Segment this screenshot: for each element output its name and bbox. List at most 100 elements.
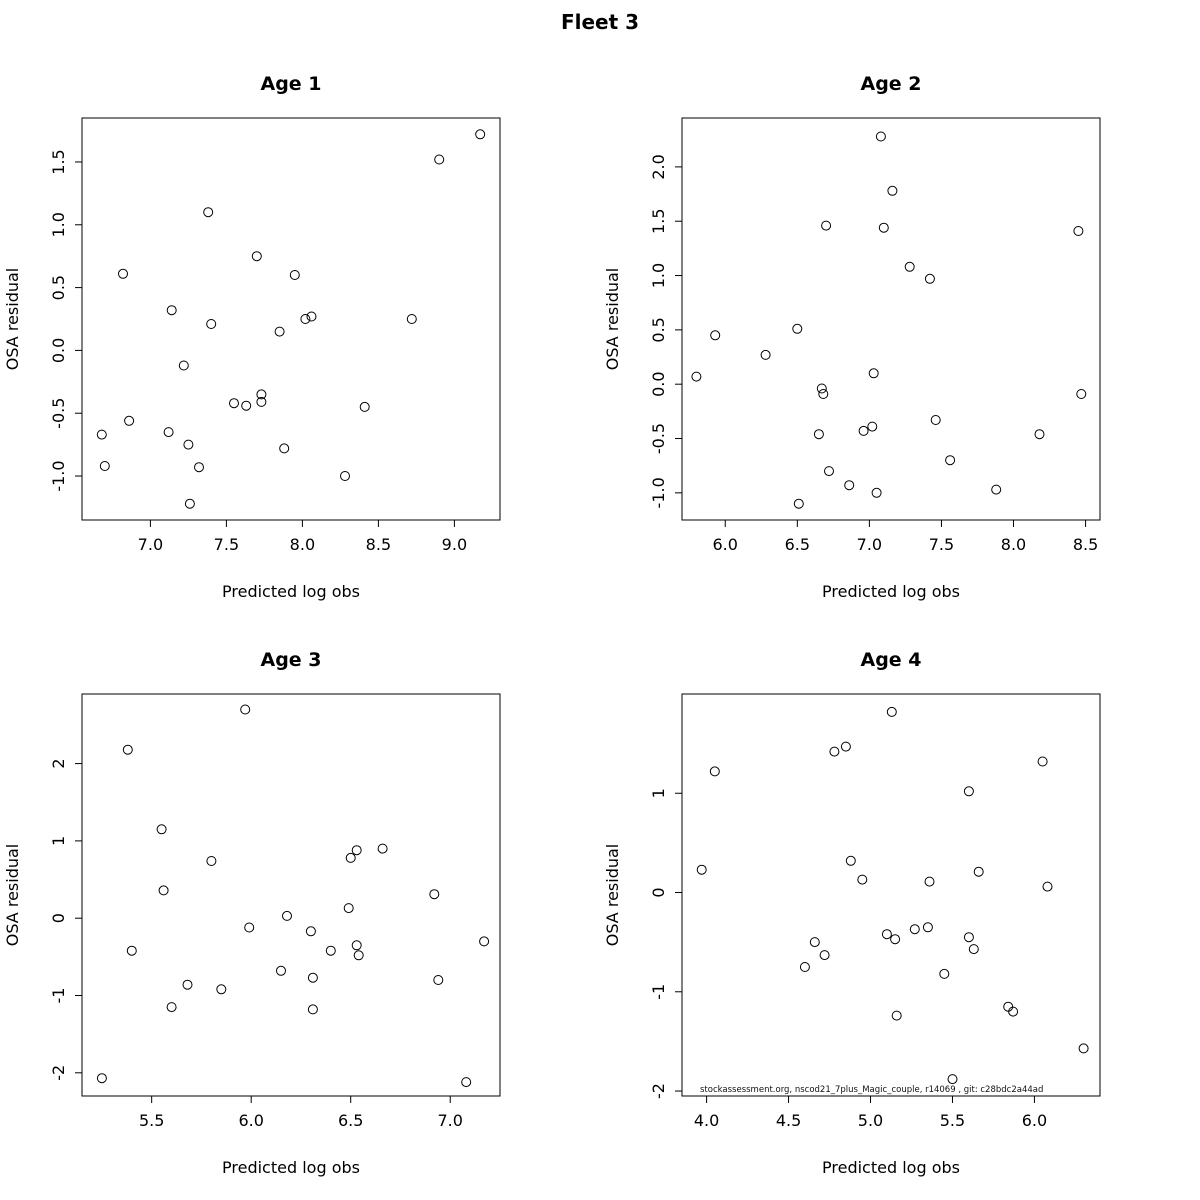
plot-title: Age 3 (260, 649, 321, 671)
data-point (359, 401, 370, 412)
data-point (203, 207, 214, 218)
data-point (307, 1004, 318, 1015)
data-point (947, 1074, 958, 1085)
data-point (305, 926, 316, 937)
data-point (829, 746, 840, 757)
data-point (924, 876, 935, 887)
y-tick-label: 0 (649, 887, 668, 897)
data-point (963, 932, 974, 943)
x-tick-label: 8.5 (366, 535, 391, 554)
data-point (182, 979, 193, 990)
plot-box (81, 117, 501, 521)
data-point (939, 968, 950, 979)
y-tick-label: -1 (649, 984, 668, 1000)
data-point (434, 154, 445, 165)
data-point (809, 937, 820, 948)
data-point (991, 484, 1002, 495)
data-point (377, 843, 388, 854)
data-point (867, 421, 878, 432)
y-tick-label: 0.5 (49, 275, 68, 300)
y-tick-label: -0.5 (649, 423, 668, 454)
data-point (158, 885, 169, 896)
data-point (1042, 881, 1053, 892)
data-point (890, 934, 901, 945)
data-point (325, 945, 336, 956)
data-point (973, 866, 984, 877)
data-point (300, 314, 311, 324)
data-point (875, 131, 886, 142)
data-point (351, 845, 362, 856)
data-point (930, 415, 941, 425)
y-tick-label: -2 (649, 1083, 668, 1099)
x-tick-label: 6.0 (713, 535, 738, 554)
y-tick-label: -1.0 (649, 477, 668, 508)
data-point (475, 129, 486, 140)
plot-age-4: Age 4 4.0 4.5 5.0 5.5 6.0 -2 -1 0 1 Predicted log … (603, 649, 1101, 1177)
data-point (178, 360, 189, 371)
y-axis-label: OSA residual (3, 268, 22, 370)
plot-title: Age 1 (260, 73, 321, 95)
data-point (343, 903, 354, 914)
plot-title: Age 4 (860, 649, 921, 671)
data-point (886, 706, 897, 717)
data-point (1034, 429, 1045, 440)
data-point (793, 498, 804, 509)
data-point (710, 330, 721, 341)
x-axis-label: Predicted log obs (822, 582, 960, 601)
data-point (156, 824, 167, 835)
data-point (1037, 756, 1048, 767)
plot-age-2: Age 2 6.0 6.5 7.0 7.5 8.0 8.5 -1.0 -0.5 0.0 0.5 1.0… (603, 73, 1101, 601)
data-point (881, 929, 892, 940)
data-point (429, 889, 440, 900)
data-point (968, 944, 979, 955)
plot-age-3: Age 3 5.5 6.0 6.5 7.0 -2 -1 0 1 2 Predicted log ob… (3, 649, 501, 1177)
y-tick-label: -0.5 (49, 398, 68, 429)
y-tick-label: 0.0 (49, 338, 68, 363)
plot-box (681, 693, 1101, 1097)
data-point (878, 222, 889, 233)
data-point (206, 856, 217, 866)
plot-title: Age 2 (860, 73, 921, 95)
data-point (845, 855, 856, 866)
y-tick-label: -1 (49, 988, 68, 1004)
x-tick-label: 6.5 (785, 535, 810, 554)
data-point (792, 323, 803, 334)
data-point (868, 368, 879, 379)
data-point (166, 305, 177, 316)
data-point (307, 972, 318, 983)
data-point (816, 383, 827, 394)
x-tick-label: 6.0 (1022, 1111, 1047, 1130)
data-point (276, 965, 286, 976)
data-point (244, 922, 255, 933)
data-point (183, 439, 194, 450)
data-point (126, 945, 137, 956)
data-point (96, 1073, 107, 1084)
data-point (241, 400, 252, 411)
data-point (124, 415, 135, 426)
y-tick-label: 0.5 (649, 317, 668, 342)
data-point (924, 273, 935, 284)
x-tick-label: 7.5 (214, 535, 239, 554)
data-point (274, 326, 285, 337)
y-tick-label: 1.5 (49, 149, 68, 174)
x-tick-label: 7.5 (929, 535, 954, 554)
data-point (118, 268, 128, 279)
y-tick-label: 1 (49, 836, 68, 846)
data-point (858, 425, 869, 436)
data-point (891, 1010, 902, 1021)
data-point (857, 874, 868, 885)
x-axis-label: Predicted log obs (822, 1158, 960, 1177)
data-point (353, 950, 364, 961)
data-point (813, 429, 824, 440)
data-point (945, 455, 956, 466)
data-point (760, 349, 771, 360)
data-point (99, 461, 110, 471)
figure-title: Fleet 3 (560, 10, 640, 34)
data-point (1003, 1001, 1014, 1012)
data-point (909, 924, 920, 935)
y-tick-label: 1.5 (649, 208, 668, 233)
data-point (819, 950, 830, 961)
data-point (1078, 1043, 1089, 1054)
data-point (340, 471, 350, 481)
